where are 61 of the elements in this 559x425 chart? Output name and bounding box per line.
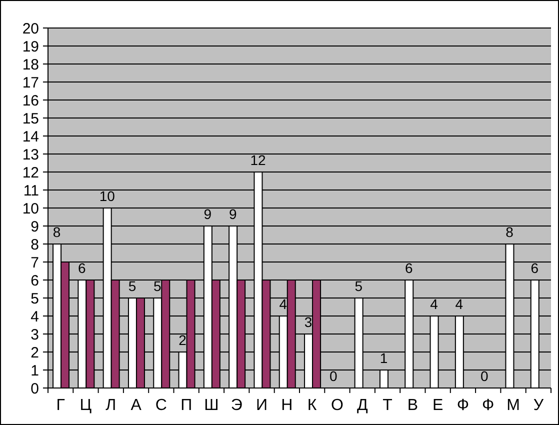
x-tick-label: У <box>533 397 544 414</box>
x-tick-label: П <box>180 397 192 414</box>
x-tick-label: Д <box>356 397 368 414</box>
y-tick-label: 11 <box>23 182 39 200</box>
data-label: 10 <box>99 188 116 204</box>
y-tick-label: 0 <box>30 380 39 398</box>
data-label: 2 <box>178 332 187 348</box>
x-tick-label: Ф <box>482 397 494 414</box>
y-tick-label: 18 <box>22 56 39 74</box>
y-tick-label: 14 <box>22 128 39 146</box>
x-tick-label: Н <box>281 397 293 414</box>
x-tick-label: В <box>407 397 418 414</box>
data-label: 8 <box>52 224 61 240</box>
y-tick-label: 16 <box>22 92 39 110</box>
data-label: 5 <box>154 278 162 294</box>
data-label: 0 <box>330 368 338 384</box>
y-tick-label: 13 <box>22 146 39 164</box>
y-tick-label: 8 <box>30 236 39 254</box>
data-label: 12 <box>250 152 266 168</box>
data-label: 6 <box>405 260 414 276</box>
data-label: 0 <box>480 368 488 384</box>
data-label: 3 <box>304 314 312 330</box>
x-tick-label: Г <box>56 397 66 414</box>
y-tick-label: 7 <box>30 254 39 272</box>
x-tick-label: Т <box>382 397 393 414</box>
x-tick-label: И <box>256 397 268 414</box>
x-tick-label: Э <box>230 397 242 414</box>
data-label: 6 <box>78 260 86 276</box>
data-label: 4 <box>455 296 464 312</box>
data-label: 6 <box>530 260 539 276</box>
y-tick-label: 3 <box>30 326 39 344</box>
y-tick-label: 4 <box>30 308 39 326</box>
data-label: 5 <box>128 278 136 294</box>
x-tick-label: К <box>307 397 318 414</box>
x-tick-label: Ш <box>204 397 219 414</box>
y-tick-label: 15 <box>22 110 39 128</box>
y-tick-label: 9 <box>30 218 39 236</box>
data-label: 9 <box>204 206 212 222</box>
data-label: 1 <box>380 350 388 366</box>
y-tick-label: 19 <box>22 38 39 56</box>
x-tick-label: М <box>506 397 520 414</box>
x-tick-label: О <box>331 397 344 414</box>
x-tick-label: А <box>130 397 142 414</box>
data-label: 9 <box>228 206 237 222</box>
y-tick-label: 17 <box>22 74 39 92</box>
y-tick-label: 20 <box>22 20 39 38</box>
x-tick-label: Ц <box>80 397 92 414</box>
data-label: 4 <box>279 296 288 312</box>
x-tick-label: Ф <box>456 397 470 414</box>
y-tick-label: 10 <box>22 200 39 218</box>
data-label: 4 <box>430 296 438 312</box>
y-tick-label: 6 <box>30 272 39 290</box>
y-tick-label: 5 <box>30 290 39 308</box>
x-tick-label: Л <box>106 397 116 414</box>
y-tick-label: 1 <box>30 362 39 380</box>
x-tick-label: С <box>155 397 167 414</box>
data-label: 5 <box>354 278 363 294</box>
data-label: 8 <box>506 224 514 240</box>
x-tick-label: Е <box>432 397 444 414</box>
y-tick-label: 2 <box>30 344 39 362</box>
y-tick-label: 12 <box>22 164 39 182</box>
